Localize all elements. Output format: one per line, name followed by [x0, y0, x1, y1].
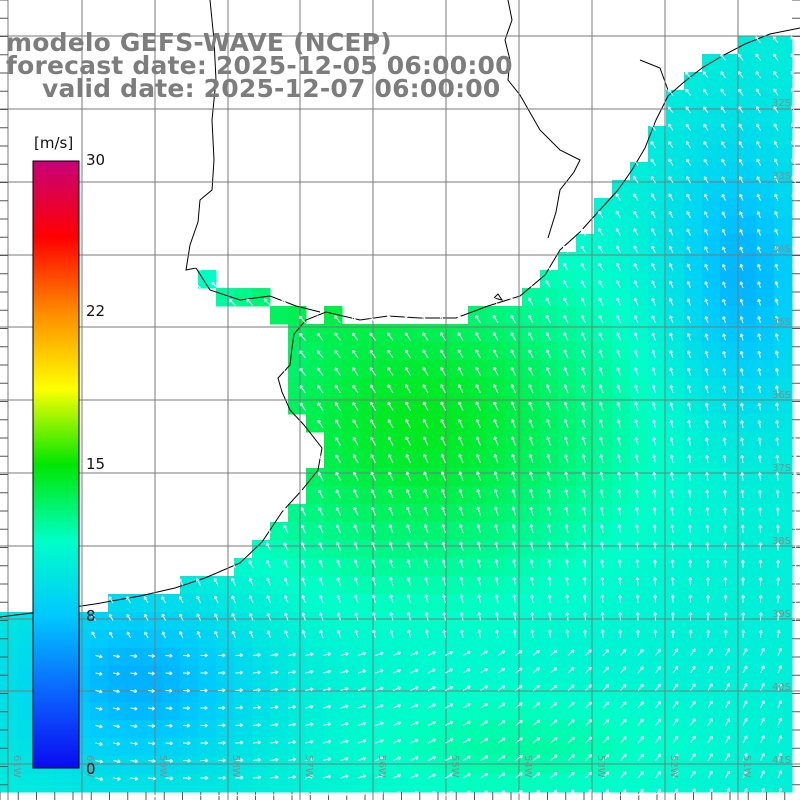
- colorbar-tick-0: 0: [86, 760, 96, 778]
- colorbar-unit: [m/s]: [34, 134, 74, 152]
- longitude-label: 56W: [376, 755, 387, 778]
- latitude-label: 32S: [772, 98, 791, 109]
- colorbar-tick-8: 8: [86, 607, 96, 625]
- colorbar-tick-22: 22: [86, 302, 106, 320]
- colorbar-tick-30: 30: [86, 151, 106, 169]
- longitude-label: 59W: [157, 755, 168, 778]
- longitude-label: 55W: [449, 755, 460, 778]
- longitude-label: 51W: [741, 755, 752, 778]
- latitude-labels: 32S 33S 34S 35S 36S 37S 38S 39S 40S 41S: [772, 98, 791, 766]
- latitude-label: 35S: [772, 317, 791, 328]
- ocean-wind-speed-field: [0, 36, 793, 793]
- coastline: [0, 0, 800, 618]
- colorbar: [32, 160, 80, 769]
- longitude-labels: 61W 60W 59W 58W 57W 56W 55W 54W 53W 52W 51W: [11, 755, 752, 778]
- longitude-label: 54W: [522, 755, 533, 778]
- colorbar-tick-15: 15: [86, 455, 106, 473]
- latitude-label: 36S: [772, 390, 791, 401]
- latitude-label: 37S: [772, 463, 791, 474]
- longitude-label: 60W: [84, 755, 95, 778]
- longitude-label: 61W: [11, 755, 22, 778]
- longitude-label: 52W: [668, 755, 679, 778]
- longitude-label: 53W: [595, 755, 606, 778]
- colorbar-gradient: [32, 160, 80, 769]
- wind-arrows: [91, 36, 800, 799]
- latitude-label: 40S: [772, 682, 791, 693]
- title-model: modelo GEFS-WAVE (NCEP): [6, 28, 392, 57]
- longitude-label: 57W: [303, 755, 314, 778]
- latitude-label: 41S: [772, 755, 791, 766]
- title-forecast-date: forecast date: 2025-12-05 06:00:00: [6, 51, 513, 80]
- latitude-label: 34S: [772, 244, 791, 255]
- latitude-label: 38S: [772, 536, 791, 547]
- latitude-label: 33S: [772, 171, 791, 182]
- title-valid-date: valid date: 2025-12-07 06:00:00: [42, 74, 501, 103]
- longitude-label: 58W: [230, 755, 241, 778]
- latitude-label: 39S: [772, 609, 791, 620]
